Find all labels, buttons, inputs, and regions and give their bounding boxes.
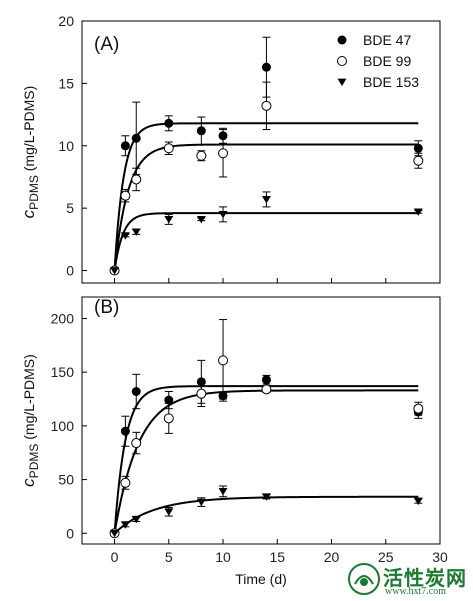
data-point-filled-circle — [261, 375, 271, 385]
panel-a: 0 5 10 15 20 (A) cPDMS (mg/L-PDMS) BDE 47 BDE 99… — [19, 13, 441, 284]
data-point-filled-circle — [261, 62, 271, 72]
data-point-open-circle — [120, 190, 131, 201]
data-point-filled-circle — [120, 426, 130, 436]
watermark: 活性炭网 www.hxt7.com — [345, 560, 471, 600]
y-tick-label: 200 — [51, 310, 75, 326]
data-point-open-circle — [218, 355, 229, 366]
data-point-triangle — [164, 508, 174, 516]
x-tick-label: 25 — [378, 549, 394, 565]
data-point-triangle — [413, 497, 423, 506]
data-point-triangle — [261, 493, 271, 501]
data-point-triangle — [196, 498, 206, 507]
data-point-open-circle — [413, 155, 424, 166]
data-point-triangle — [413, 208, 423, 216]
data-point-open-circle — [337, 56, 347, 66]
data-point-filled-circle — [164, 118, 174, 128]
y-axis-title: cPDMS (mg/L-PDMS) — [19, 354, 41, 487]
data-point-open-circle — [261, 100, 272, 111]
data-point-filled-circle — [413, 143, 423, 153]
data-point-triangle — [196, 215, 206, 224]
data-point-filled-circle — [164, 395, 174, 405]
panel-b: 0 50 100 150 200 0 5 10 15 20 25 30 (B) cPDMS (mg/L-P… — [19, 296, 448, 587]
watermark-url: www.hxt7.com — [385, 586, 447, 597]
data-point-open-circle — [120, 477, 131, 488]
panel-label: (A) — [94, 34, 119, 55]
x-tick-label: 5 — [165, 549, 173, 565]
x-tick-label: 20 — [324, 549, 340, 565]
x-tick-label: 0 — [111, 549, 119, 565]
data-point-triangle — [110, 529, 120, 538]
plot-frame — [81, 296, 441, 545]
data-point-open-circle — [196, 150, 207, 161]
fit-curve — [113, 389, 419, 534]
data-point-triangle — [110, 267, 120, 275]
y-tick-label: 100 — [51, 418, 75, 434]
watermark-logo-icon — [348, 563, 380, 595]
data-point-filled-circle — [120, 141, 130, 151]
data-point-filled-circle — [131, 133, 141, 143]
y-axis-title: cPDMS (mg/L-PDMS) — [19, 86, 41, 219]
data-point-open-circle — [196, 388, 207, 399]
data-point-open-circle — [413, 403, 424, 414]
x-tick-label: 30 — [432, 549, 448, 565]
data-point-filled-circle — [337, 35, 347, 45]
data-point-open-circle — [131, 438, 142, 449]
y-tick-label: 150 — [51, 364, 75, 380]
y-tick-label: 15 — [58, 75, 74, 91]
fit-curve — [113, 212, 419, 271]
y-tick-label: 10 — [58, 138, 74, 154]
x-tick-label: 10 — [215, 549, 231, 565]
data-point-open-circle — [131, 174, 142, 185]
x-axis-title: Time (d) — [235, 571, 287, 587]
y-tick-label: 0 — [66, 263, 74, 279]
data-point-triangle — [120, 232, 130, 240]
data-point-filled-circle — [131, 387, 141, 397]
watermark-title: 活性炭网 — [383, 566, 467, 590]
plot-frame — [81, 20, 441, 284]
data-point-open-circle — [218, 148, 229, 159]
y-tick-label: 0 — [66, 525, 74, 541]
data-point-triangle — [131, 228, 141, 236]
y-tick-label: 50 — [58, 472, 74, 488]
y-tick-label: 5 — [66, 200, 74, 216]
data-point-open-circle — [163, 413, 174, 424]
fit-curve — [113, 495, 419, 534]
data-point-triangle — [120, 521, 130, 529]
data-point-triangle — [218, 488, 228, 496]
fit-curve — [113, 143, 419, 271]
data-point-triangle — [164, 215, 174, 224]
legend-label: BDE 47 — [363, 32, 411, 48]
y-tick-label: 20 — [58, 13, 74, 29]
fit-curve — [113, 385, 419, 534]
legend-label: BDE 99 — [363, 53, 411, 69]
data-point-triangle — [261, 196, 271, 204]
data-point-triangle — [218, 211, 228, 219]
data-point-filled-circle — [196, 126, 206, 136]
data-point-open-circle — [261, 384, 272, 395]
x-tick-label: 15 — [269, 549, 285, 565]
legend-label: BDE 153 — [363, 74, 419, 90]
data-point-open-circle — [163, 143, 174, 154]
data-point-triangle — [131, 515, 141, 524]
data-point-triangle — [337, 78, 347, 87]
panel-label: (B) — [94, 297, 119, 318]
